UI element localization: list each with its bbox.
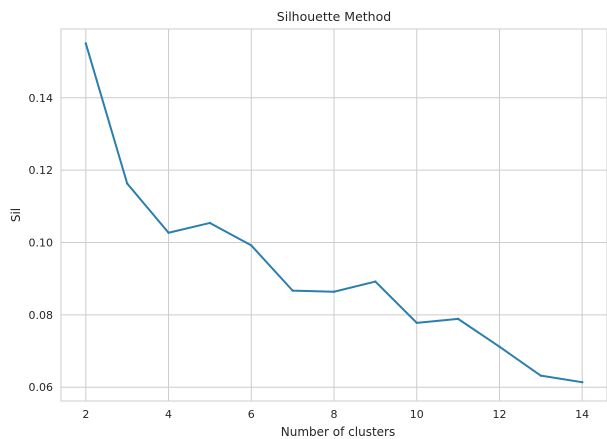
x-tick-label: 10 (410, 408, 424, 421)
data-point (250, 244, 253, 247)
x-tick-label: 6 (248, 408, 255, 421)
y-tick-label: 0.12 (29, 164, 54, 177)
y-tick-labels: 0.06 0.08 0.10 0.12 0.14 (29, 92, 54, 394)
data-point (539, 374, 543, 377)
y-tick-label: 0.08 (29, 309, 54, 322)
data-point (456, 317, 460, 321)
x-tick-label: 8 (331, 408, 338, 421)
data-point (374, 280, 377, 283)
data-point (125, 182, 129, 185)
data-point (580, 380, 584, 384)
x-tick-labels: 2 4 6 8 10 12 14 (82, 408, 589, 421)
x-tick-label: 4 (165, 408, 172, 421)
y-tick-label: 0.10 (29, 237, 54, 250)
x-tick-label: 12 (492, 408, 506, 421)
chart-title: Silhouette Method (277, 9, 391, 24)
x-axis-label: Number of clusters (281, 425, 395, 439)
data-point (208, 221, 212, 225)
data-point (415, 321, 418, 325)
data-point (332, 290, 336, 293)
data-point (167, 231, 170, 234)
y-axis-label: Sil (9, 208, 23, 222)
x-tick-label: 14 (575, 408, 589, 421)
data-point (84, 42, 88, 45)
y-tick-label: 0.06 (29, 381, 54, 394)
y-tick-label: 0.14 (29, 92, 54, 105)
x-tick-label: 2 (82, 408, 89, 421)
data-point (291, 289, 294, 292)
series-layer (84, 42, 584, 384)
grid-lines (61, 29, 607, 401)
data-point (498, 345, 501, 348)
